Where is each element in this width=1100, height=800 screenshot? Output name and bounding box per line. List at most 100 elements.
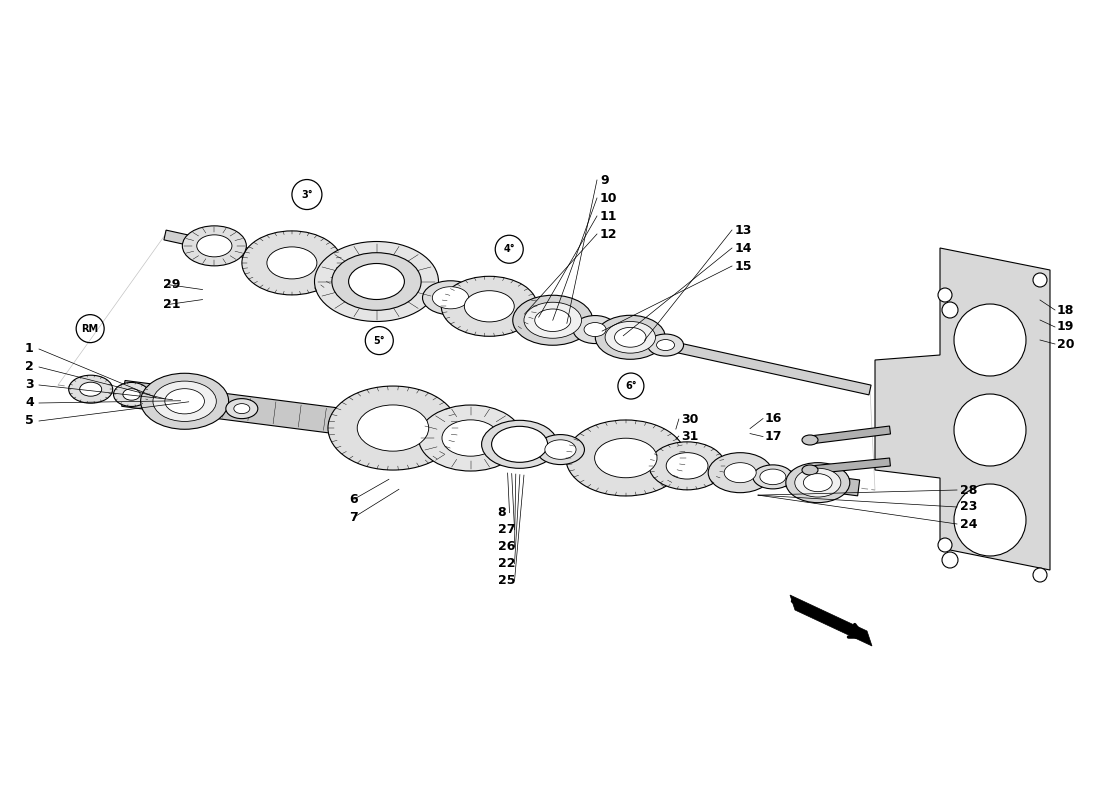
Text: 16: 16 bbox=[764, 412, 782, 425]
Ellipse shape bbox=[315, 242, 439, 322]
Text: 9: 9 bbox=[600, 174, 608, 186]
Text: 21: 21 bbox=[163, 298, 180, 311]
Ellipse shape bbox=[441, 276, 537, 336]
Text: 6: 6 bbox=[349, 493, 358, 506]
Ellipse shape bbox=[1033, 273, 1047, 287]
Ellipse shape bbox=[535, 309, 571, 331]
Ellipse shape bbox=[802, 465, 818, 475]
Text: 4: 4 bbox=[25, 397, 34, 410]
Text: 3: 3 bbox=[25, 378, 34, 391]
Text: 31: 31 bbox=[681, 430, 698, 442]
Ellipse shape bbox=[785, 462, 850, 502]
Text: 29: 29 bbox=[163, 278, 180, 291]
Text: 22: 22 bbox=[497, 558, 515, 570]
Ellipse shape bbox=[141, 374, 229, 430]
Ellipse shape bbox=[595, 315, 666, 359]
Ellipse shape bbox=[795, 468, 840, 497]
Text: 25: 25 bbox=[497, 574, 515, 587]
Text: 17: 17 bbox=[764, 430, 782, 443]
Ellipse shape bbox=[165, 389, 205, 414]
Ellipse shape bbox=[544, 440, 576, 459]
Text: 2: 2 bbox=[25, 361, 34, 374]
Ellipse shape bbox=[1033, 568, 1047, 582]
Ellipse shape bbox=[464, 290, 515, 322]
Ellipse shape bbox=[419, 405, 522, 471]
Ellipse shape bbox=[938, 288, 952, 302]
Ellipse shape bbox=[79, 382, 101, 396]
Ellipse shape bbox=[349, 263, 405, 299]
Ellipse shape bbox=[595, 438, 657, 478]
Ellipse shape bbox=[342, 259, 410, 303]
Polygon shape bbox=[164, 230, 871, 395]
Text: 12: 12 bbox=[600, 227, 617, 241]
Polygon shape bbox=[122, 381, 427, 445]
Ellipse shape bbox=[482, 420, 558, 468]
Text: 20: 20 bbox=[1057, 338, 1075, 350]
Ellipse shape bbox=[197, 235, 232, 257]
Ellipse shape bbox=[524, 302, 582, 338]
Ellipse shape bbox=[708, 453, 772, 493]
Ellipse shape bbox=[432, 286, 469, 309]
Text: 23: 23 bbox=[960, 501, 978, 514]
Ellipse shape bbox=[68, 375, 112, 403]
Text: 8: 8 bbox=[497, 506, 506, 519]
Ellipse shape bbox=[802, 435, 818, 445]
Ellipse shape bbox=[954, 304, 1026, 376]
Ellipse shape bbox=[183, 226, 246, 266]
Ellipse shape bbox=[513, 295, 593, 346]
Ellipse shape bbox=[803, 474, 833, 492]
Ellipse shape bbox=[565, 420, 685, 496]
Polygon shape bbox=[810, 426, 891, 444]
Ellipse shape bbox=[942, 302, 958, 318]
Ellipse shape bbox=[752, 465, 793, 489]
Ellipse shape bbox=[123, 389, 140, 400]
Text: 3°: 3° bbox=[301, 190, 312, 199]
Text: 26: 26 bbox=[497, 540, 515, 554]
Ellipse shape bbox=[942, 552, 958, 568]
Ellipse shape bbox=[760, 469, 785, 485]
Ellipse shape bbox=[537, 434, 584, 465]
Text: 6°: 6° bbox=[625, 381, 637, 391]
Ellipse shape bbox=[724, 462, 756, 482]
Ellipse shape bbox=[234, 404, 250, 414]
Text: 15: 15 bbox=[735, 259, 752, 273]
Ellipse shape bbox=[332, 253, 421, 310]
Ellipse shape bbox=[954, 484, 1026, 556]
Ellipse shape bbox=[657, 339, 674, 350]
Text: 19: 19 bbox=[1057, 321, 1075, 334]
Ellipse shape bbox=[422, 281, 478, 314]
Ellipse shape bbox=[584, 322, 606, 337]
Text: 27: 27 bbox=[497, 523, 515, 536]
Ellipse shape bbox=[358, 405, 429, 451]
Text: 11: 11 bbox=[600, 210, 617, 222]
Polygon shape bbox=[425, 424, 860, 496]
Text: 7: 7 bbox=[349, 510, 358, 524]
Ellipse shape bbox=[492, 426, 548, 462]
Text: 10: 10 bbox=[600, 191, 617, 205]
Text: 13: 13 bbox=[735, 223, 752, 237]
Text: 5°: 5° bbox=[374, 335, 385, 346]
Ellipse shape bbox=[267, 247, 317, 279]
Ellipse shape bbox=[938, 538, 952, 552]
Ellipse shape bbox=[615, 327, 646, 347]
Ellipse shape bbox=[153, 381, 217, 422]
Text: 28: 28 bbox=[960, 483, 978, 497]
Text: 18: 18 bbox=[1057, 303, 1075, 317]
Ellipse shape bbox=[113, 382, 150, 406]
Ellipse shape bbox=[328, 386, 458, 470]
Text: 1: 1 bbox=[25, 342, 34, 355]
Ellipse shape bbox=[573, 315, 617, 343]
Ellipse shape bbox=[667, 453, 708, 479]
Polygon shape bbox=[810, 458, 890, 474]
Text: 5: 5 bbox=[25, 414, 34, 427]
Text: 14: 14 bbox=[735, 242, 752, 254]
Text: 30: 30 bbox=[681, 413, 698, 426]
Ellipse shape bbox=[954, 394, 1026, 466]
Ellipse shape bbox=[605, 322, 656, 353]
Ellipse shape bbox=[648, 334, 683, 356]
Ellipse shape bbox=[226, 398, 257, 418]
Polygon shape bbox=[790, 595, 872, 646]
Polygon shape bbox=[874, 248, 1050, 570]
Text: 24: 24 bbox=[960, 518, 978, 530]
Ellipse shape bbox=[242, 231, 342, 295]
